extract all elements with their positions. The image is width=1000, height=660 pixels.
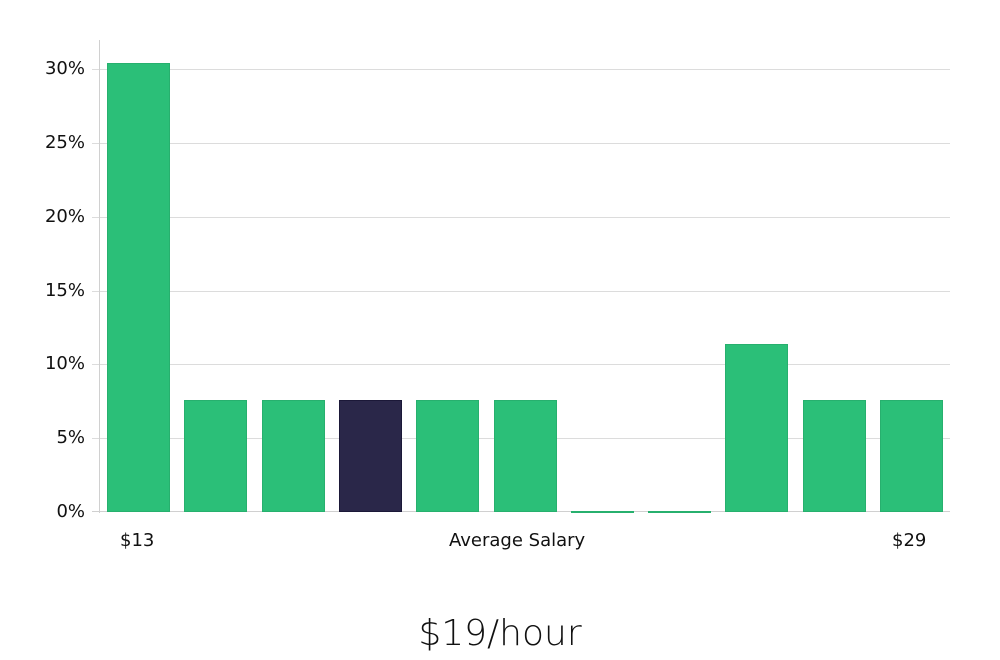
bar <box>262 399 325 512</box>
bar <box>416 399 479 512</box>
x-tick-first: $13 <box>120 530 155 551</box>
x-axis-label: Average Salary <box>449 530 586 551</box>
y-tick-label: 20% <box>44 206 85 227</box>
bar <box>184 399 247 512</box>
gridline <box>92 217 950 218</box>
y-tick-label: 0% <box>56 501 85 522</box>
bar <box>648 510 711 513</box>
bar-highlighted <box>339 399 402 512</box>
chart-title: $19/hour <box>418 613 582 654</box>
bar <box>494 399 557 512</box>
gridline <box>92 69 950 70</box>
bar <box>571 510 634 513</box>
gridline <box>92 364 950 365</box>
y-tick-label: 25% <box>44 132 85 153</box>
y-tick-label: 30% <box>44 58 85 79</box>
x-tick-last: $29 <box>892 530 927 551</box>
gridline <box>92 143 950 144</box>
bar <box>803 399 866 512</box>
bar <box>107 63 170 512</box>
gridline <box>92 291 950 292</box>
y-axis-line <box>99 40 100 513</box>
bar <box>880 399 943 512</box>
bar <box>725 343 788 512</box>
y-tick-label: 5% <box>56 427 85 448</box>
y-tick-label: 15% <box>44 280 85 301</box>
y-tick-label: 10% <box>44 353 85 374</box>
